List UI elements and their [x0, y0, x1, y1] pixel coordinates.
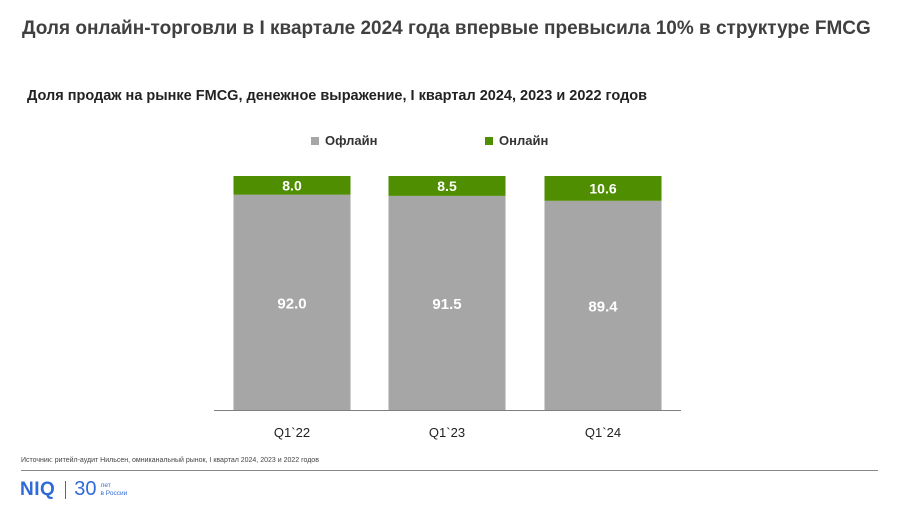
x-tick-label-0: Q1`22	[274, 425, 310, 440]
bar-segment-2-1	[544, 176, 662, 201]
bar-segment-0-0	[233, 194, 351, 410]
x-tick-label-2: Q1`24	[585, 425, 621, 440]
data-label-2-1: 10.6	[589, 180, 616, 196]
x-tick-label-1: Q1`23	[429, 425, 465, 440]
page-title: Доля онлайн-торговли в I квартале 2024 г…	[22, 18, 871, 39]
bar-segment-1-1	[388, 176, 506, 196]
data-label-1-0: 91.5	[432, 296, 461, 313]
logo-subtitle: лет в России	[101, 482, 128, 498]
x-axis-ticks: Q1`22 Q1`23 Q1`24	[274, 425, 621, 440]
logo-years: 30	[74, 478, 97, 500]
logo-subtitle-line-1: лет	[100, 481, 111, 489]
legend-label-1: Онлайн	[499, 133, 548, 148]
data-label-1-1: 8.5	[437, 178, 457, 194]
data-label-0-1: 8.0	[282, 177, 302, 193]
niq-logo: NIQ 30 лет в России	[20, 478, 127, 501]
data-label-0-0: 92.0	[277, 295, 306, 312]
footer-divider	[21, 470, 878, 471]
chart-legend: Офлайн Онлайн	[311, 133, 548, 148]
bar-segment-1-0	[388, 195, 506, 410]
source-note: Источник: ритейл-аудит Нильсен, омникана…	[21, 457, 319, 464]
bar-segment-2-0	[544, 200, 662, 410]
data-label-2-0: 89.4	[588, 298, 618, 315]
bar-segment-0-1	[233, 176, 351, 195]
logo-subtitle-line-2: в России	[100, 489, 128, 497]
logo-separator	[65, 480, 67, 499]
legend-swatch-0	[311, 137, 319, 145]
legend-label-0: Офлайн	[325, 133, 378, 148]
chart-title: Доля продаж на рынке FMCG, денежное выра…	[27, 88, 648, 104]
legend-swatch-1	[485, 137, 493, 145]
stacked-bar-chart: Офлайн Онлайн 92.0 8.0 91.5 8.5 89.4 10.6 Q1`2…	[214, 133, 681, 440]
logo-wordmark: NIQ	[20, 478, 56, 500]
chart-bars: 92.0 8.0 91.5 8.5 89.4 10.6	[233, 176, 662, 410]
